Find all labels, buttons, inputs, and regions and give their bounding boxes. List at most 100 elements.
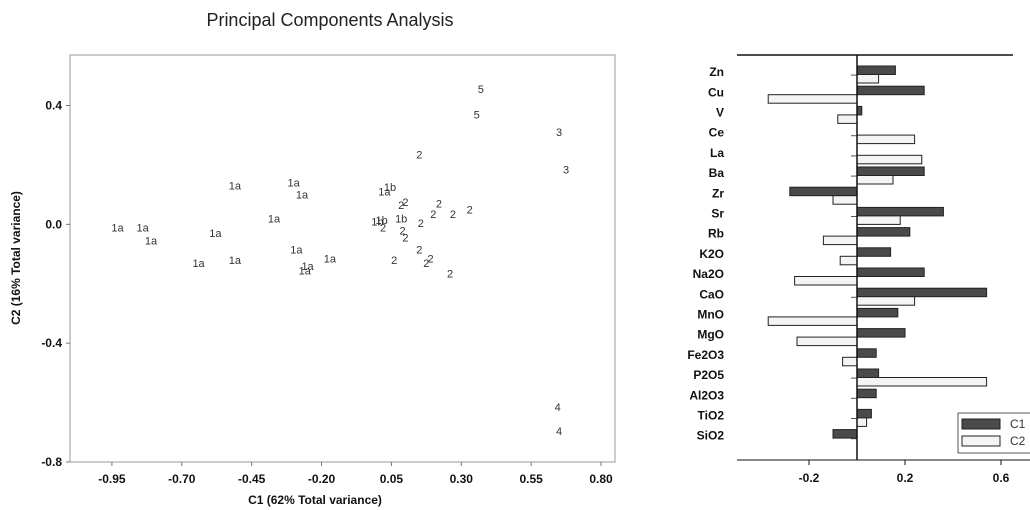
bar-series [767, 65, 988, 439]
bar-c1-rb [856, 227, 911, 237]
scatter-point: 2 [423, 258, 429, 270]
scatter-point: 2 [402, 197, 408, 209]
scatter-point: 1a [301, 261, 314, 273]
bar-c2-ba [856, 175, 894, 185]
bar-x-tick-label: 0.2 [897, 471, 914, 485]
scatter-point: 1a [229, 255, 242, 267]
bar-category-label: Ce [709, 126, 725, 140]
x-tick-label: -0.70 [168, 472, 196, 486]
bar-category-label: Fe2O3 [687, 348, 724, 362]
bar-c2-p2o5 [856, 377, 988, 387]
scatter-point: 2 [430, 209, 436, 221]
bar-x-tick-label: 0.6 [993, 471, 1010, 485]
bar-x-axis: -0.2 0.2 0.6 [799, 460, 1010, 485]
scatter-point: 1a [111, 222, 124, 234]
scatter-point: 2 [402, 233, 408, 245]
y-tick-label: -0.8 [41, 455, 62, 469]
bar-c2-rb [822, 235, 858, 246]
scatter-point: 2 [467, 204, 473, 216]
scatter-point: 2 [380, 222, 386, 234]
x-tick-label: 0.80 [589, 472, 613, 486]
scatter-y-axis-label: C2 (16% Total variance) [9, 191, 23, 325]
bar-category-label: La [710, 146, 724, 160]
bar-c1-sio2 [832, 429, 858, 439]
bar-c1-cu [856, 85, 925, 96]
x-tick-label: -0.95 [98, 472, 126, 486]
bar-category-label: Na2O [693, 267, 724, 281]
scatter-point: 1a [209, 228, 222, 240]
y-tick-label: 0.0 [45, 217, 62, 231]
legend-swatch-c1 [961, 418, 1001, 430]
x-tick-label: -0.20 [308, 472, 336, 486]
bar-category-label: Zn [709, 65, 724, 79]
legend-swatch-c2 [961, 435, 1001, 447]
scatter-point: 2 [416, 245, 422, 257]
bar-c1-na2o [856, 267, 925, 277]
bar-c1-zr [789, 186, 858, 197]
bar-category-label: MnO [697, 308, 724, 322]
scatter-point: 1a [229, 181, 242, 193]
x-tick-label: 0.05 [380, 472, 404, 486]
bar-c2-v [837, 114, 858, 124]
bar-category-label: Zr [712, 186, 724, 200]
bar-c2-fe2o3 [842, 356, 858, 367]
scatter-point: 4 [555, 402, 561, 414]
bar-category-label: MgO [697, 328, 724, 342]
bar-c1-zn [856, 65, 896, 75]
bar-c2-cu [767, 94, 858, 104]
scatter-point: 1b [371, 216, 383, 228]
scatter-y-axis: 0.4 0.0 -0.4 -0.8 [41, 99, 70, 469]
y-tick-label: -0.4 [41, 336, 62, 350]
bar-c1-fe2o3 [856, 348, 877, 358]
bar-x-tick-label: -0.2 [799, 471, 820, 485]
scatter-point: 1a [287, 178, 300, 190]
scatter-point: 2 [450, 209, 456, 221]
bar-c1-cao [856, 287, 988, 298]
bar-category-label: Sr [711, 207, 724, 221]
bar-category-label: P2O5 [693, 368, 724, 382]
bar-c2-zr [832, 195, 858, 205]
x-tick-label: 0.55 [519, 472, 543, 486]
scatter-point: 1b [384, 182, 396, 194]
scatter-point: 1a [145, 236, 158, 248]
scatter-point: 4 [556, 426, 562, 438]
bar-c1-k2o [856, 247, 892, 257]
bar-c2-tio2 [856, 417, 868, 427]
scatter-point: 2 [391, 255, 397, 267]
bar-c2-ce [856, 134, 916, 145]
bar-c2-la [856, 154, 923, 165]
bar-c2-sr [856, 215, 901, 225]
bar-category-label: Al2O3 [689, 388, 724, 402]
x-tick-label: -0.45 [238, 472, 266, 486]
bar-category-label: SiO2 [697, 429, 725, 443]
scatter-point: 2 [416, 150, 422, 162]
scatter-title: Principal Components Analysis [206, 10, 453, 30]
bar-c1-p2o5 [856, 368, 880, 378]
scatter-point: 1a [290, 245, 303, 257]
scatter-point: 2 [427, 254, 433, 266]
scatter-point: 2 [398, 200, 404, 212]
bar-c1-mgo [856, 328, 906, 338]
scatter-x-axis-label: C1 (62% Total variance) [248, 493, 382, 507]
scatter-point: 1a [296, 190, 309, 202]
bar-category-label: Ba [709, 166, 725, 180]
bar-c2-na2o [794, 276, 858, 286]
bar-c1-ba [856, 166, 925, 176]
bar-c1-al2o3 [856, 388, 877, 399]
scatter-point: 1a [324, 254, 337, 266]
bar-c2-zn [856, 74, 880, 84]
scatter-point: 1b [376, 215, 388, 227]
scatter-point: 1b [395, 213, 407, 225]
scatter-point: 2 [447, 268, 453, 280]
x-tick-label: 0.30 [450, 472, 474, 486]
bar-legend: C1 C2 [957, 412, 1030, 454]
scatter-point: 2 [436, 199, 442, 211]
bar-c2-mno [767, 316, 858, 326]
scatter-point: 1a [137, 222, 150, 234]
bar-category-label: V [716, 106, 724, 120]
bar-category-label: Cu [708, 85, 724, 99]
scatter-point: 1a [192, 258, 205, 270]
legend-label-c2: C2 [1010, 434, 1026, 448]
bar-c1-sr [856, 206, 944, 217]
